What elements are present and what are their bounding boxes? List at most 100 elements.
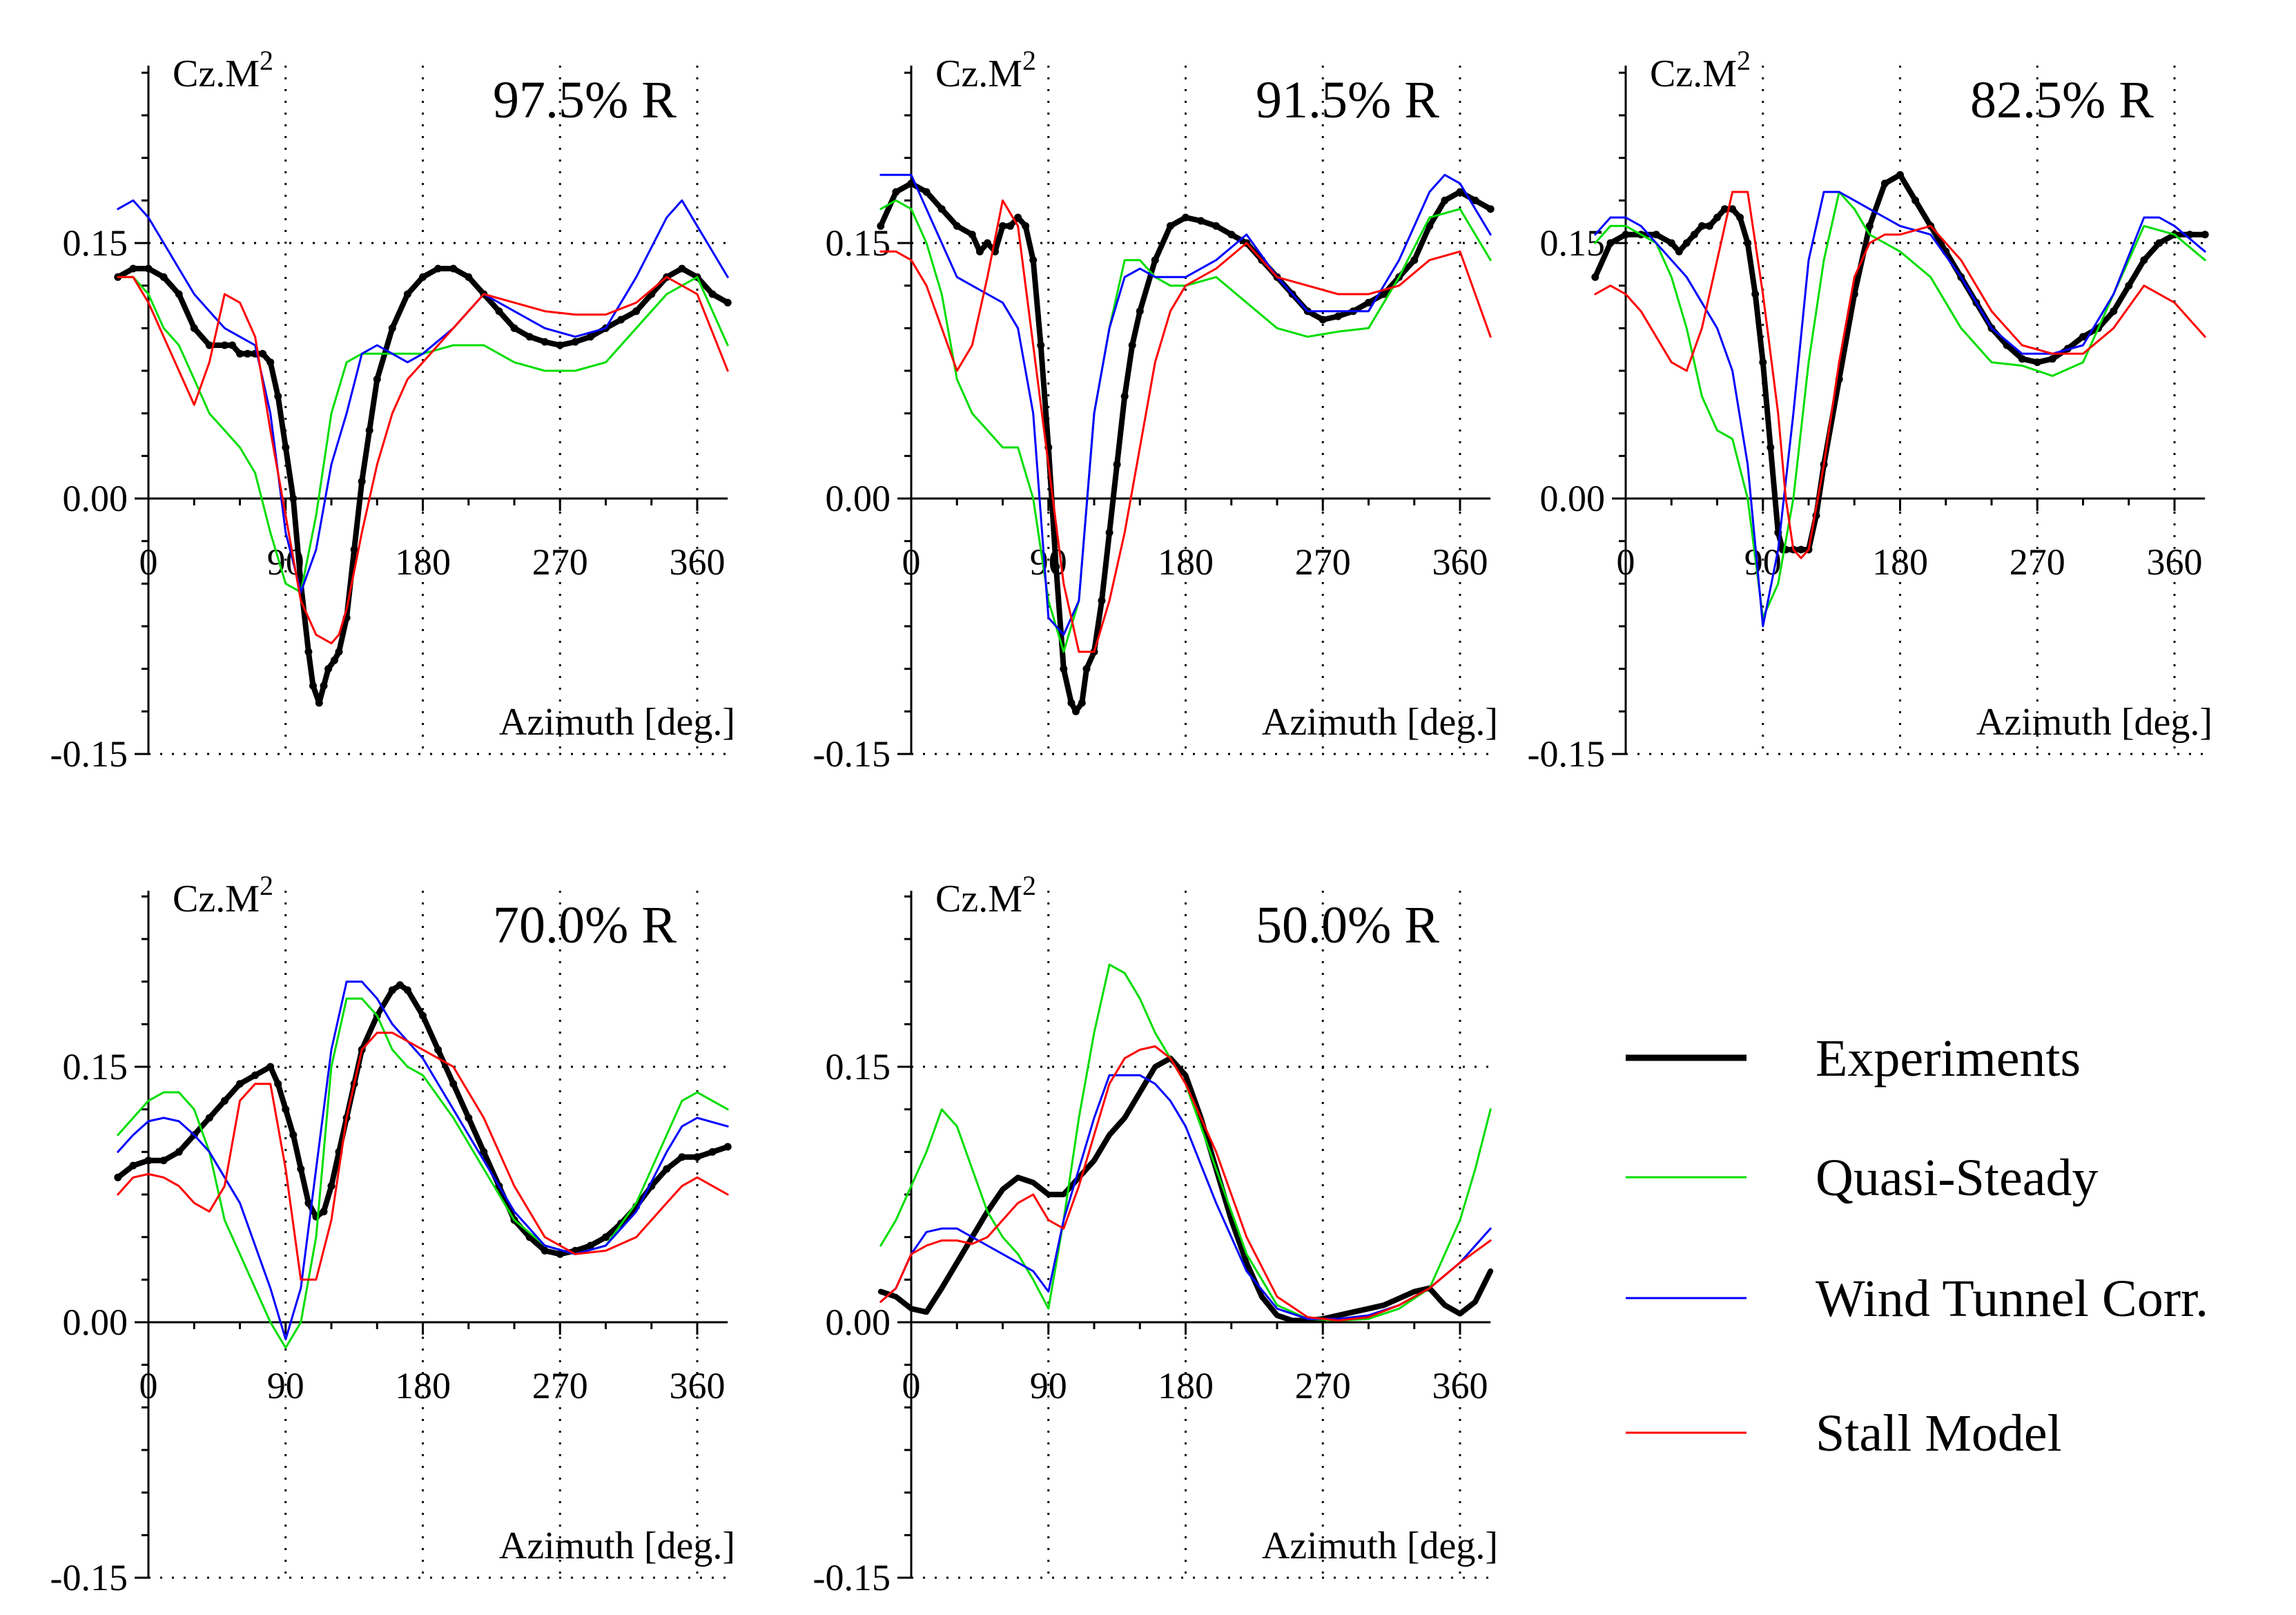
x-tick-label: 0	[139, 541, 158, 583]
data-point	[1037, 341, 1045, 349]
data-point	[236, 349, 244, 358]
x-tick-label: 270	[2010, 541, 2065, 583]
data-point	[678, 1153, 686, 1161]
data-point	[1052, 563, 1060, 571]
data-point	[2033, 358, 2041, 367]
data-point	[510, 324, 518, 332]
data-point	[1151, 256, 1159, 264]
data-point	[358, 477, 366, 485]
data-point	[1736, 213, 1744, 222]
panel-title: 70.0% R	[493, 896, 677, 954]
series-line-wind-tunnel-corr	[879, 173, 1492, 636]
y-axis-label: Cz.M2	[935, 870, 1036, 920]
series-line-stall-model	[879, 1045, 1492, 1322]
data-point	[922, 188, 931, 196]
data-point	[330, 656, 338, 664]
data-point	[892, 188, 900, 196]
data-point	[953, 222, 961, 230]
data-point	[1060, 665, 1068, 673]
x-tick-label: 180	[1158, 1365, 1214, 1406]
data-point	[1319, 316, 1327, 324]
data-point	[1182, 213, 1189, 222]
data-point	[1029, 256, 1038, 264]
data-point	[1334, 312, 1342, 320]
data-point	[282, 1105, 290, 1114]
data-point	[937, 205, 946, 213]
data-point	[434, 1045, 442, 1054]
data-point	[236, 1080, 244, 1088]
data-point	[1706, 222, 1713, 230]
data-point	[449, 1080, 458, 1088]
data-point	[1622, 231, 1630, 239]
x-tick-label: 360	[670, 1365, 726, 1406]
data-point	[282, 443, 290, 452]
data-point	[586, 1241, 594, 1250]
data-point	[2140, 256, 2148, 264]
y-axis-label: Cz.M2	[173, 45, 273, 95]
data-point	[388, 986, 396, 994]
data-point	[723, 298, 732, 307]
series-line-stall-model	[117, 275, 729, 645]
x-axis-label: Azimuth [deg.]	[1262, 701, 1498, 744]
legend: Experiments Quasi-Steady Wind Tunnel Corr.…	[1626, 1029, 2208, 1462]
data-point	[2125, 282, 2133, 290]
data-point	[1591, 273, 1599, 281]
data-point	[525, 333, 534, 341]
data-point	[1426, 222, 1434, 230]
data-point	[388, 324, 396, 332]
data-point	[274, 1080, 282, 1088]
y-tick-label: 0.00	[1540, 478, 1606, 519]
data-point	[320, 681, 328, 690]
legend-label: Quasi-Steady	[1816, 1149, 2098, 1207]
data-point	[315, 699, 323, 707]
data-point	[1197, 217, 1205, 225]
y-tick-label: 0.00	[826, 478, 891, 519]
data-point	[159, 273, 168, 281]
series-line-quasi-steady	[117, 275, 729, 594]
y-tick-label: 0.00	[63, 1302, 128, 1343]
data-point	[1759, 358, 1767, 367]
data-point	[541, 338, 549, 346]
data-point	[175, 1148, 183, 1156]
data-point	[220, 1096, 228, 1105]
series-line-stall-model	[117, 1032, 729, 1281]
data-point	[1227, 231, 1236, 239]
x-tick-label: 0	[139, 1365, 158, 1406]
x-tick-label: 360	[1432, 541, 1488, 583]
data-point	[1082, 665, 1091, 673]
x-axis-label: Azimuth [deg.]	[499, 1525, 735, 1567]
data-point	[2110, 307, 2118, 316]
legend-label: Wind Tunnel Corr.	[1816, 1270, 2208, 1328]
y-tick-label: -0.15	[50, 1557, 128, 1598]
data-point	[1072, 707, 1080, 715]
data-point	[1136, 307, 1144, 316]
data-point	[434, 264, 442, 273]
data-point	[1212, 222, 1220, 230]
data-point	[251, 1071, 260, 1079]
y-axis-label: Cz.M2	[1650, 45, 1751, 95]
data-point	[1078, 699, 1086, 707]
data-point	[1713, 213, 1721, 222]
data-point	[1675, 247, 1683, 255]
data-point	[556, 1250, 564, 1258]
y-axis-label-superscript: 2	[1737, 45, 1751, 76]
data-point	[723, 1143, 732, 1151]
data-point	[1098, 597, 1106, 605]
data-point	[2079, 333, 2087, 341]
data-point	[1120, 392, 1129, 400]
data-point	[465, 273, 473, 281]
data-point	[2201, 231, 2209, 239]
y-axis-label-base: Cz.M	[935, 878, 1022, 920]
data-point	[220, 341, 228, 349]
data-point	[205, 341, 213, 349]
x-tick-label: 270	[1295, 541, 1351, 583]
x-tick-label: 270	[532, 1365, 588, 1406]
data-point	[1667, 239, 1675, 247]
data-point	[324, 665, 333, 673]
data-point	[1410, 256, 1419, 264]
x-tick-label: 180	[395, 1365, 451, 1406]
data-point	[1690, 231, 1698, 239]
data-point	[205, 1114, 213, 1122]
